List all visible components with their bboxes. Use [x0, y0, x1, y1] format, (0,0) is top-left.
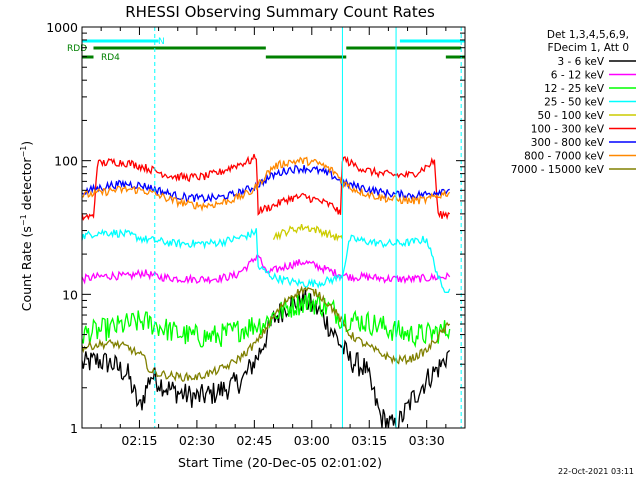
flag-bars: N RDD RD4 [67, 37, 465, 63]
timestamp-label: 22-Oct-2021 03:11 [558, 467, 634, 476]
chart-title: RHESSI Observing Summary Count Rates [125, 3, 435, 21]
y-axis-label: Count Rate (s−1 detector−1) [19, 141, 34, 311]
x-tick-label: 03:30 [409, 433, 445, 448]
y-label-part: detector [19, 157, 34, 215]
series-line-7 [81, 156, 451, 212]
legend-label: 800 - 7000 keV [524, 151, 605, 163]
y-tick-label: 1000 [46, 20, 78, 35]
x-axis-label: Start Time (20-Dec-05 02:01:02) [178, 455, 382, 470]
series-line-3 [81, 228, 451, 294]
flag-label-rdd: RDD [67, 44, 87, 54]
series-line-4 [272, 223, 344, 242]
series-line-6 [81, 164, 450, 204]
legend-label: 300 - 800 keV [531, 137, 605, 149]
axes: 02:15 02:30 02:45 03:00 03:15 03:30 1 10 100 1000 [46, 20, 466, 448]
x-tick-label: 02:45 [236, 433, 272, 448]
y-tick-label: 10 [62, 287, 78, 302]
series-line-1 [81, 254, 451, 285]
legend-label: 25 - 50 keV [544, 97, 605, 109]
legend-header-line: Det 1,3,4,5,6,9, [547, 29, 629, 41]
legend: Det 1,3,4,5,6,9,FDecim 1, Att 0 3 - 6 keV… [511, 29, 636, 176]
x-tick-label: 02:15 [121, 433, 157, 448]
series-line-5 [81, 153, 451, 222]
y-label-sup: −1 [19, 146, 28, 158]
legend-label: 6 - 12 keV [551, 70, 605, 82]
legend-header-line: FDecim 1, Att 0 [548, 42, 629, 54]
legend-label: 3 - 6 keV [557, 56, 604, 68]
legend-label: 7000 - 15000 keV [511, 164, 605, 176]
x-tick-label: 03:00 [294, 433, 330, 448]
flag-label-n: N [158, 37, 165, 47]
legend-label: 50 - 100 keV [537, 110, 604, 122]
y-tick-label: 1 [70, 421, 78, 436]
plot-area [81, 153, 451, 429]
y-tick-label: 100 [54, 154, 78, 169]
time-markers [81, 27, 462, 428]
series-line-8 [81, 285, 451, 382]
legend-label: 12 - 25 keV [544, 83, 605, 95]
y-label-part: Count Rate (s [19, 226, 34, 311]
legend-label: 100 - 300 keV [531, 124, 605, 136]
y-label-part: ) [19, 141, 34, 146]
flag-label-rd4: RD4 [101, 53, 120, 63]
x-tick-label: 03:15 [351, 433, 387, 448]
series-line-2 [81, 292, 451, 349]
plot-frame [81, 26, 466, 429]
y-label-sup: −1 [19, 214, 28, 226]
x-tick-label: 02:30 [179, 433, 215, 448]
